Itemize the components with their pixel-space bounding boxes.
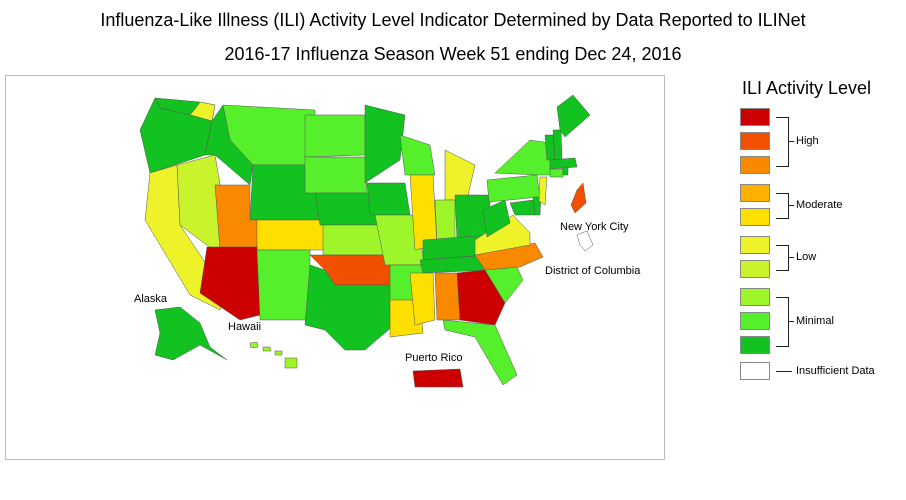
legend-swatch-level-7 <box>740 184 770 202</box>
legend-swatch-level-2 <box>740 312 770 330</box>
label-puerto-rico: Puerto Rico <box>405 352 463 364</box>
legend-title: ILI Activity Level <box>742 78 872 98</box>
state-pennsylvania[interactable] <box>486 174 541 203</box>
state-mississippi[interactable] <box>409 272 436 326</box>
state-massachusetts[interactable] <box>549 157 578 170</box>
state-texas[interactable] <box>304 264 401 351</box>
state-connecticut[interactable] <box>549 168 564 178</box>
state-michigan[interactable] <box>444 149 476 201</box>
legend-bracket-high <box>776 117 789 167</box>
new-york-city[interactable] <box>570 182 587 214</box>
legend-label-insufficient: Insufficient Data <box>796 365 875 377</box>
state-north-dakota[interactable] <box>304 114 366 158</box>
state-south-dakota[interactable] <box>304 156 368 194</box>
legend-tick-high <box>788 141 794 142</box>
state-minnesota[interactable] <box>364 104 406 184</box>
state-new-mexico[interactable] <box>256 249 311 321</box>
puerto-rico[interactable] <box>412 368 464 388</box>
state-indiana[interactable] <box>434 199 456 244</box>
legend-swatch-insufficient <box>740 362 770 380</box>
map-title: Influenza-Like Illness (ILI) Activity Le… <box>100 10 806 30</box>
legend-swatch-level-5 <box>740 236 770 254</box>
state-georgia[interactable] <box>456 269 506 326</box>
state-alabama[interactable] <box>434 272 461 321</box>
state-maine[interactable] <box>556 94 591 138</box>
state-new-jersey[interactable] <box>538 176 548 206</box>
legend-swatch-level-3 <box>740 288 770 306</box>
legend-label-minimal: Minimal <box>796 315 834 327</box>
legend-tick-moderate <box>788 205 794 206</box>
legend-tick-low <box>788 257 794 258</box>
state-colorado[interactable] <box>256 219 326 251</box>
label-new-york-city: New York City <box>560 221 629 233</box>
legend-label-moderate: Moderate <box>796 199 843 211</box>
legend-bracket-low <box>776 245 789 271</box>
state-delaware[interactable] <box>532 196 542 216</box>
legend-bracket-minimal <box>776 297 789 347</box>
legend-swatch-level-4 <box>740 260 770 278</box>
state-wisconsin[interactable] <box>399 134 436 176</box>
state-west-virginia[interactable] <box>482 199 511 238</box>
legend-tick-insufficient <box>776 371 792 372</box>
state-illinois[interactable] <box>409 174 438 251</box>
state-arizona[interactable] <box>199 246 261 321</box>
map-subtitle: 2016-17 Influenza Season Week 51 ending … <box>224 44 682 64</box>
us-map <box>139 94 594 388</box>
legend-swatch-level-8 <box>740 156 770 174</box>
label-hawaii: Hawaii <box>228 321 262 333</box>
state-kansas[interactable] <box>322 224 386 256</box>
state-rhode-island[interactable] <box>562 166 569 176</box>
state-hawaii[interactable] <box>249 341 298 369</box>
state-iowa[interactable] <box>366 182 411 216</box>
state-alaska[interactable] <box>154 306 228 361</box>
label-district-of-columbia: District of Columbia <box>545 265 641 277</box>
district-of-columbia[interactable] <box>576 230 594 252</box>
legend-tick-minimal <box>788 321 794 322</box>
state-florida[interactable] <box>442 319 518 386</box>
legend-swatch-level-9 <box>740 132 770 150</box>
legend-swatch-level-10 <box>740 108 770 126</box>
legend-label-low: Low <box>796 251 817 263</box>
legend-bracket-moderate <box>776 193 789 219</box>
label-alaska: Alaska <box>134 293 168 305</box>
state-oregon[interactable] <box>139 97 213 174</box>
legend-swatch-level-1 <box>740 336 770 354</box>
legend-swatch-level-6 <box>740 208 770 226</box>
map-frame <box>5 75 665 460</box>
state-maryland[interactable] <box>509 199 536 216</box>
legend-label-high: High <box>796 135 819 147</box>
